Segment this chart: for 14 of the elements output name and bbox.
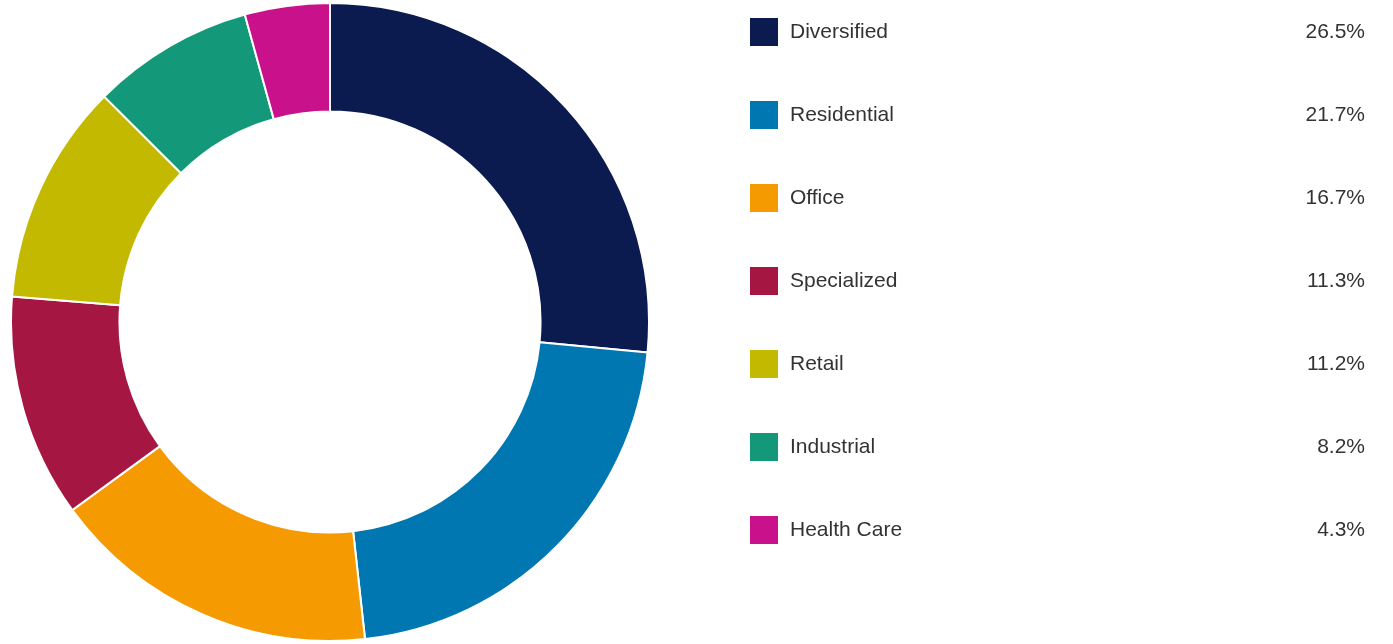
legend-label: Specialized (790, 267, 898, 291)
legend-label: Health Care (790, 516, 903, 540)
legend-label: Residential (790, 101, 894, 125)
data-label: 8.2% (1317, 433, 1365, 457)
data-label: 4.3% (1317, 516, 1365, 540)
data-label: 21.7% (1305, 101, 1365, 125)
data-label: 11.3% (1307, 267, 1365, 291)
data-label: 11.2% (1307, 350, 1365, 374)
legend-label: Industrial (790, 433, 876, 457)
data-label: 16.7% (1305, 184, 1365, 208)
legend-label: Retail (790, 350, 844, 374)
data-label: 26.5% (1305, 18, 1365, 42)
legend-label: Diversified (790, 18, 889, 42)
legend-label: Office (790, 184, 845, 208)
